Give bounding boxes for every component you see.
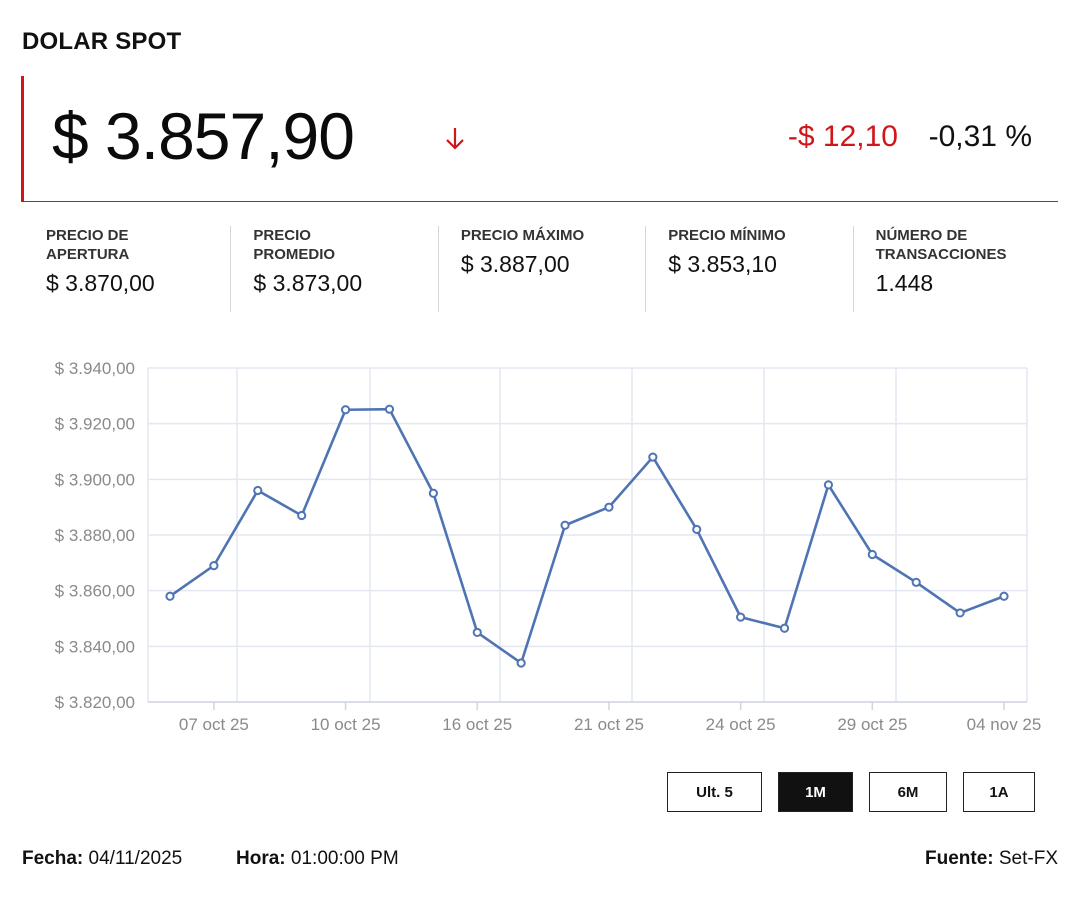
x-tick-label: 16 oct 25: [442, 715, 512, 734]
range-button-1a[interactable]: 1A: [963, 772, 1035, 812]
data-point: [648, 452, 658, 462]
data-point: [955, 608, 965, 618]
y-tick-label: $ 3.840,00: [55, 637, 135, 656]
y-tick-label: $ 3.900,00: [55, 470, 135, 489]
stat-max: PRECIO MÁXIMO $ 3.887,00: [437, 226, 645, 312]
stat-value: $ 3.870,00: [46, 270, 155, 296]
x-tick-label: 24 oct 25: [706, 715, 776, 734]
current-price: $ 3.857,90: [52, 99, 355, 173]
data-point: [911, 577, 921, 587]
stat-opening: PRECIO DE APERTURA $ 3.870,00: [24, 226, 230, 312]
stat-label: PRECIO MÍNIMO: [668, 227, 786, 244]
footer-date: Fecha: 04/11/2025: [22, 848, 183, 869]
stat-value: $ 3.853,10: [668, 251, 777, 277]
data-point: [340, 405, 351, 415]
stat-label: PRECIO DE APERTURA: [46, 227, 130, 263]
y-tick-label: $ 3.880,00: [55, 526, 135, 545]
data-point: [560, 520, 570, 530]
stat-value: 1.448: [875, 270, 934, 296]
x-tick-label: 21 oct 25: [574, 715, 644, 734]
range-button-last5[interactable]: Ult. 5: [667, 772, 762, 812]
data-point: [472, 627, 482, 638]
stat-value: $ 3.887,00: [460, 251, 570, 277]
stat-min: PRECIO MÍNIMO $ 3.853,10: [645, 226, 852, 312]
range-buttons: Ult. 5 1M 6M 1A: [0, 772, 1080, 812]
footer-time: Hora: 01:00:00 PM: [236, 848, 399, 869]
page-title: DOLAR SPOT: [22, 28, 182, 55]
change-percent: -0,31 %: [928, 120, 1032, 153]
data-point: [823, 480, 834, 490]
range-button-6m[interactable]: 6M: [869, 772, 947, 812]
data-point: [867, 549, 877, 560]
stat-label: NÚMERO DE TRANSACCIONES: [875, 227, 1007, 263]
stat-label: PRECIO MÁXIMO: [460, 227, 585, 244]
price-line-chart: $ 3.820,00 $ 3.840,00 $ 3.860,00 $ 3.880,00…: [55, 359, 1042, 734]
stat-value: $ 3.873,00: [253, 270, 363, 296]
x-tick-label: 29 oct 25: [837, 715, 907, 734]
data-point: [253, 485, 263, 496]
data-point: [428, 488, 438, 498]
footer-source: Fuente: Set-FX: [924, 848, 1058, 869]
x-tick-label: 07 oct 25: [179, 715, 249, 734]
y-tick-label: $ 3.820,00: [55, 693, 135, 712]
stats-row: PRECIO DE APERTURA $ 3.870,00 PRECIO PROME…: [24, 226, 1060, 312]
data-point: [692, 524, 702, 535]
change-absolute: -$ 12,10: [787, 120, 898, 153]
data-point: [516, 658, 526, 668]
stat-label: PRECIO PROMEDIO: [253, 227, 336, 263]
stat-transactions: NÚMERO DE TRANSACCIONES 1.448: [852, 226, 1060, 312]
stat-average: PRECIO PROMEDIO $ 3.873,00: [230, 226, 437, 312]
data-point: [384, 404, 395, 414]
data-point: [297, 510, 307, 521]
data-point: [165, 591, 175, 601]
y-tick-label: $ 3.860,00: [55, 582, 135, 601]
range-button-1m[interactable]: 1M: [778, 772, 853, 812]
series-line: [169, 407, 1005, 665]
x-tick-label: 04 nov 25: [967, 715, 1042, 734]
data-point: [736, 612, 746, 622]
y-tick-label: $ 3.920,00: [55, 415, 135, 434]
y-tick-label: $ 3.940,00: [55, 359, 135, 378]
data-point: [779, 623, 790, 633]
x-tick-label: 10 oct 25: [311, 715, 381, 734]
data-point: [999, 591, 1009, 601]
arrow-down-icon: [446, 128, 464, 150]
price-panel: $ 3.857,90 -$ 12,10 -0,31 %: [21, 76, 1058, 202]
data-point: [604, 502, 614, 512]
data-point: [209, 561, 219, 571]
